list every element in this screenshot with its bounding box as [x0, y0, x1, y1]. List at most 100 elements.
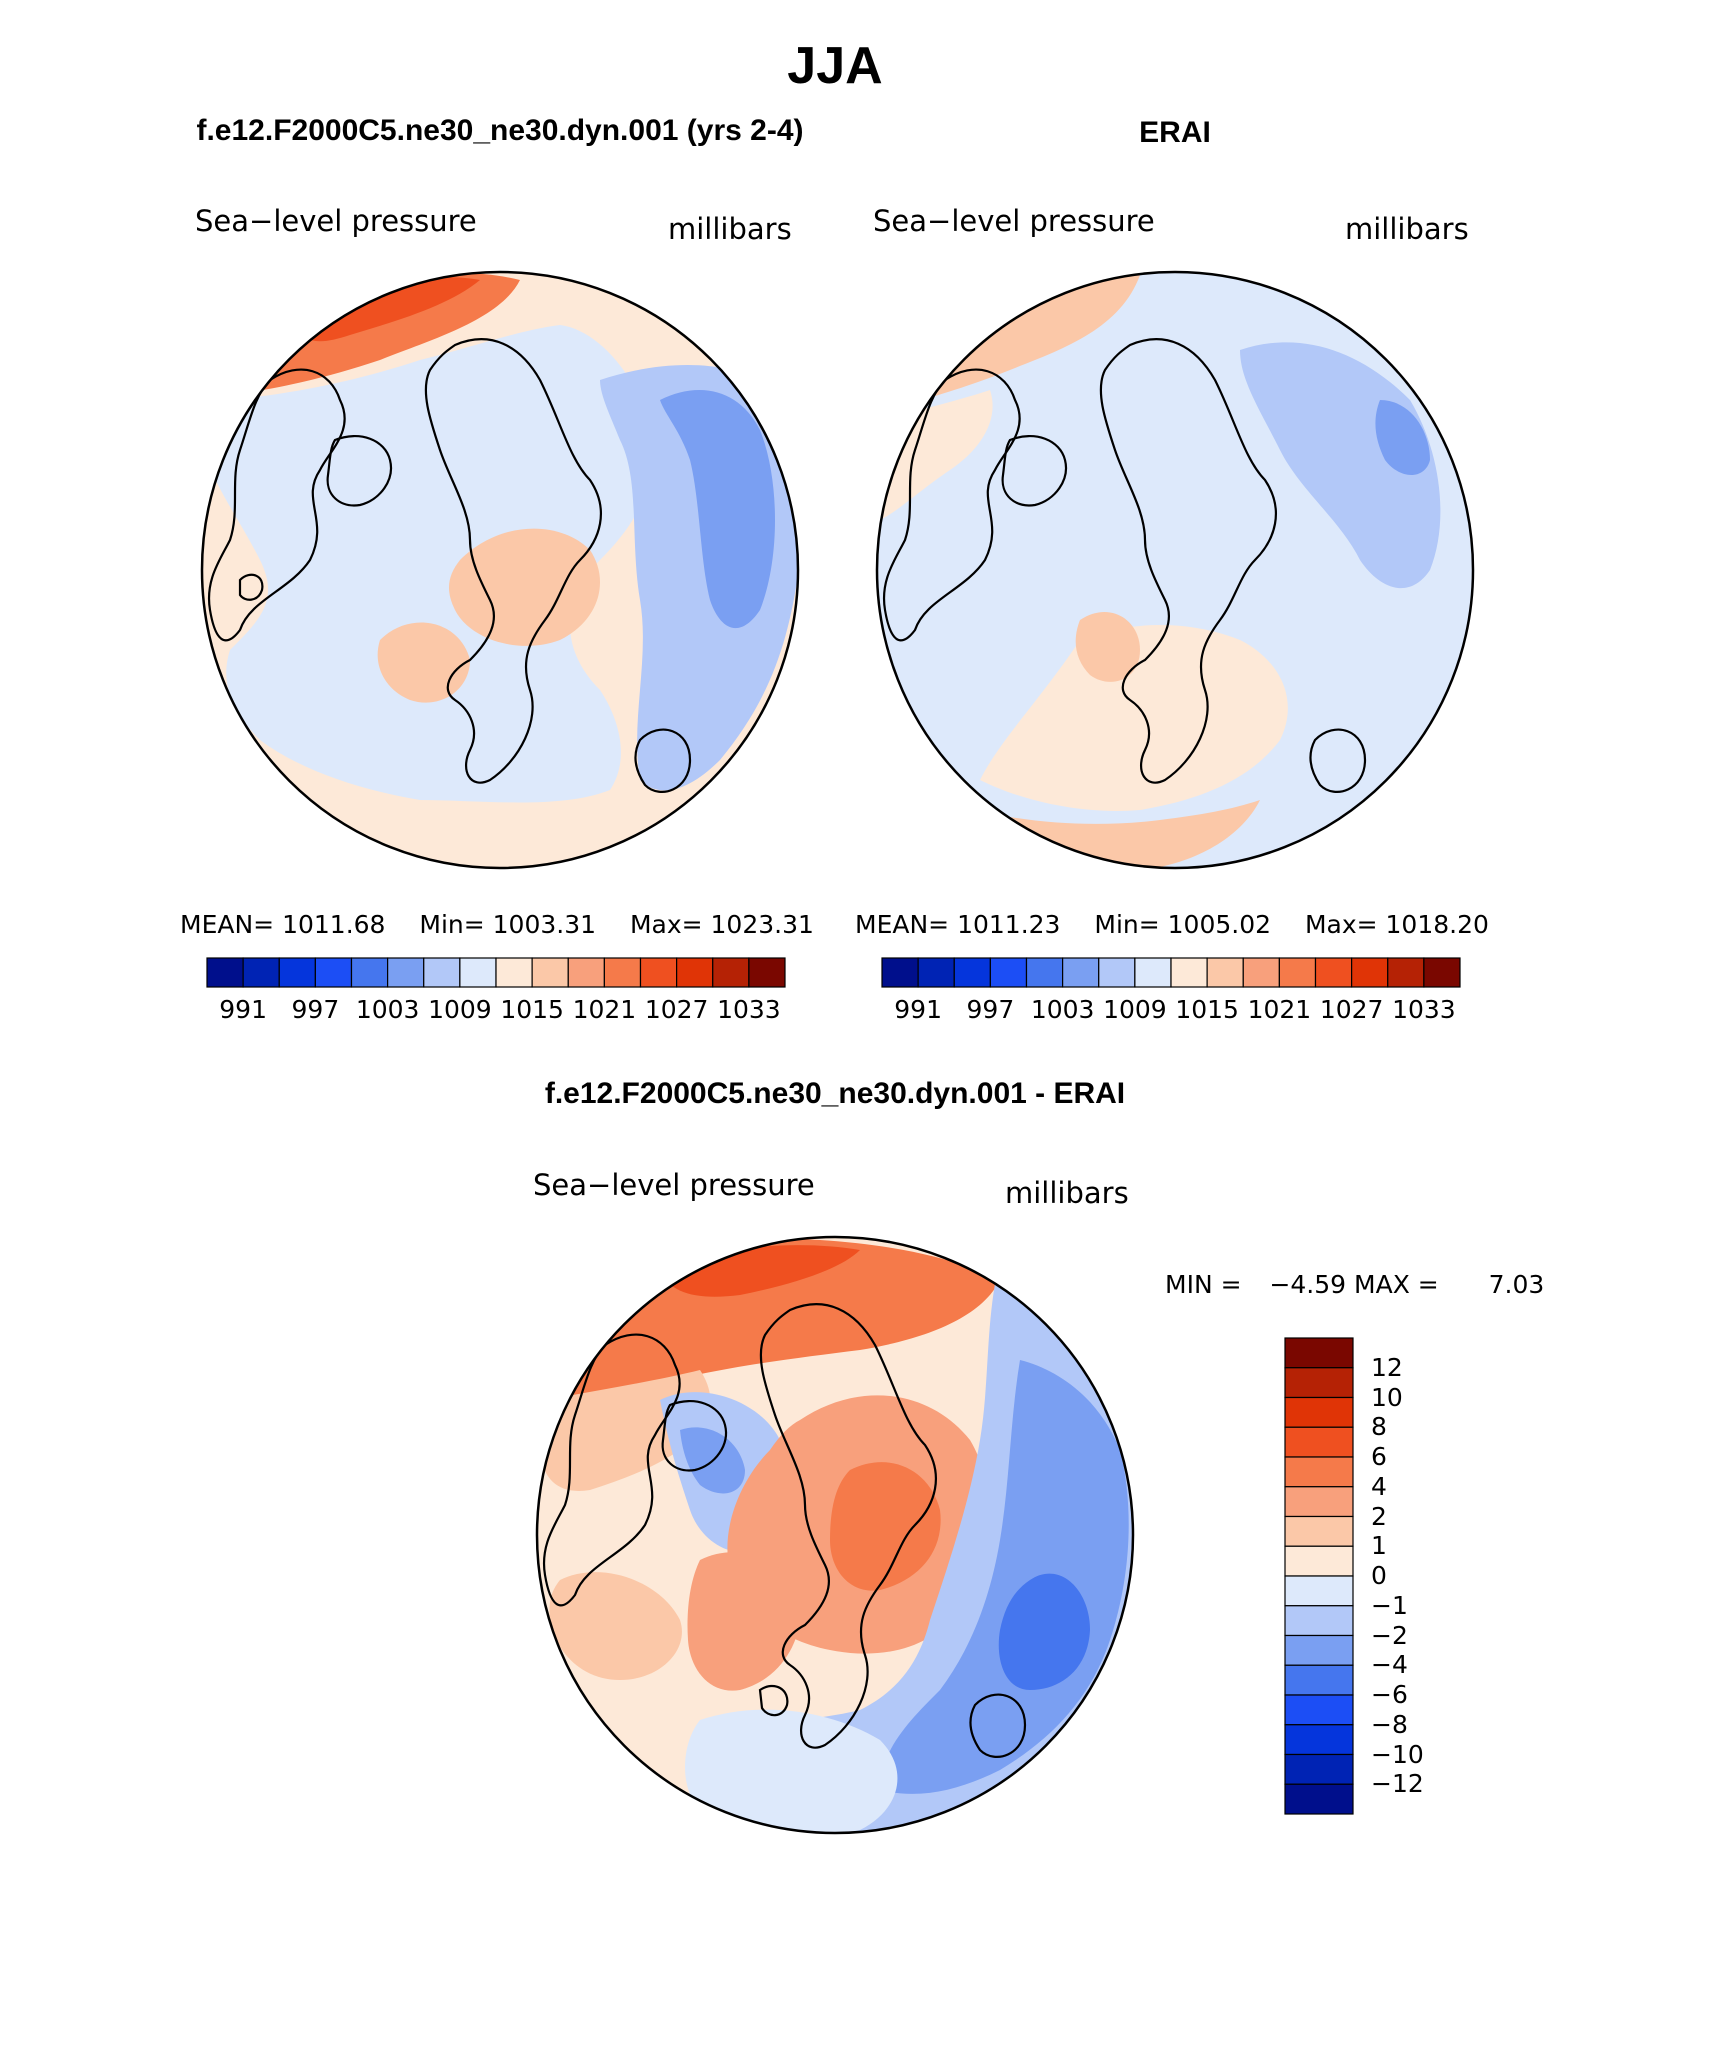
colorbar-swatch	[567, 957, 605, 988]
colorbar-tick-label: 1009	[428, 995, 492, 1024]
colorbar-tick-label: 10	[1371, 1382, 1403, 1412]
model-low-core	[660, 390, 775, 629]
colorbar-tick-label: 12	[1371, 1352, 1403, 1382]
diff-min-value: −4.59	[1269, 1270, 1347, 1299]
diff-map	[537, 1237, 1133, 1833]
model-panel-header: f.e12.F2000C5.ne30_ne30.dyn.001 (yrs 2-4…	[196, 114, 804, 147]
obs-colorbar	[881, 957, 1461, 988]
diff-high-alaska	[549, 1572, 682, 1680]
colorbar-swatch	[1062, 957, 1100, 988]
model-units-label: millibars	[668, 212, 792, 246]
colorbar-swatch	[1284, 1367, 1354, 1399]
model-min-value: 1003.31	[492, 910, 597, 939]
colorbar-swatch	[314, 957, 353, 988]
season-title: JJA	[787, 37, 883, 95]
colorbar-swatch	[603, 957, 642, 988]
diff-max-label: MAX =	[1354, 1270, 1439, 1299]
obs-mean-label: MEAN=	[855, 910, 950, 939]
colorbar-tick-label: 1003	[1030, 995, 1095, 1024]
colorbar-swatch	[1314, 957, 1353, 988]
colorbar-tick-label: 2	[1371, 1501, 1387, 1531]
colorbar-tick-label: −8	[1371, 1709, 1408, 1739]
colorbar-tick-label: 1003	[355, 995, 420, 1024]
diff-high-greenland	[687, 1552, 801, 1691]
diff-low-core-europe	[998, 1573, 1090, 1690]
colorbar-swatch	[953, 957, 991, 988]
colorbar-swatch	[1284, 1426, 1354, 1458]
colorbar-tick-label: −12	[1371, 1769, 1424, 1799]
obs-low-core	[1375, 400, 1430, 475]
diff-map-border	[535, 1235, 1135, 1835]
colorbar-tick-label: 6	[1371, 1442, 1387, 1471]
model-high-pacific	[230, 272, 520, 395]
diff-panel-header: f.e12.F2000C5.ne30_ne30.dyn.001 - ERAI	[544, 1077, 1126, 1110]
colorbar-tick-label: −6	[1371, 1680, 1408, 1709]
colorbar-tick-label: 1033	[1392, 995, 1456, 1024]
obs-high-greenland	[1075, 611, 1140, 682]
colorbar-tick-label: 1027	[1319, 995, 1384, 1024]
colorbar-tick-label: 991	[894, 995, 942, 1024]
colorbar-swatch	[1134, 957, 1172, 988]
colorbar-swatch	[1278, 957, 1317, 988]
colorbar-swatch	[1284, 1486, 1354, 1518]
obs-map	[877, 272, 1473, 868]
colorbar-swatch	[748, 957, 786, 988]
colorbar-swatch	[242, 957, 280, 988]
model-low-arctic	[205, 325, 653, 803]
colorbar-swatch	[1206, 957, 1244, 988]
model-map-border	[200, 270, 800, 870]
colorbar-swatch	[1284, 1605, 1354, 1637]
model-high-greenland	[448, 528, 600, 646]
model-max-value: 1023.31	[710, 910, 814, 939]
colorbar-swatch	[1387, 957, 1425, 988]
colorbar-swatch	[1284, 1337, 1354, 1369]
colorbar-swatch	[206, 957, 244, 988]
colorbar-swatch	[1284, 1545, 1354, 1577]
colorbar-tick-label: −4	[1371, 1650, 1408, 1680]
model-min-label: Min=	[419, 910, 485, 939]
obs-map-border	[875, 270, 1475, 870]
model-mean-value: 1011.68	[282, 910, 386, 939]
colorbar-tick-label: 997	[291, 995, 340, 1024]
colorbar-tick-label: 1	[1371, 1531, 1387, 1561]
obs-panel-header: ERAI	[1139, 116, 1211, 149]
obs-variable-label: Sea−level pressure	[873, 204, 1155, 238]
obs-max-label: Max=	[1304, 910, 1378, 939]
diff-max-value: 7.03	[1488, 1270, 1545, 1299]
diff-colorbar	[1284, 1337, 1354, 1815]
colorbar-swatch	[423, 957, 461, 988]
colorbar-tick-label: 1033	[717, 995, 781, 1024]
obs-mean-value: 1011.23	[957, 910, 1061, 939]
colorbar-tick-label: 991	[219, 995, 267, 1024]
colorbar-tick-label: 0	[1371, 1561, 1387, 1590]
colorbar-swatch	[676, 957, 714, 988]
diff-low-eurasia-inner	[880, 1360, 1129, 1794]
colorbar-swatch	[639, 957, 678, 988]
colorbar-tick-label: 997	[966, 995, 1015, 1024]
colorbar-swatch	[712, 957, 750, 988]
obs-max-value: 1018.20	[1385, 910, 1489, 939]
colorbar-swatch	[278, 957, 316, 988]
diff-low-atlantic	[685, 1709, 898, 1833]
colorbar-tick-label: 1015	[500, 995, 564, 1024]
colorbar-swatch	[495, 957, 533, 988]
colorbar-tick-label: 8	[1371, 1412, 1387, 1442]
colorbar-swatch	[387, 957, 425, 988]
model-stats: MEAN= 1011.68 Min= 1003.31 Max= 1023.31	[180, 910, 814, 939]
colorbar-swatch	[1284, 1783, 1354, 1815]
colorbar-swatch	[1025, 957, 1064, 988]
colorbar-swatch	[1284, 1456, 1354, 1488]
colorbar-swatch	[917, 957, 955, 988]
colorbar-swatch	[1170, 957, 1208, 988]
colorbar-tick-label: −10	[1371, 1739, 1424, 1769]
colorbar-swatch	[350, 957, 389, 988]
model-high-center	[377, 622, 470, 703]
model-variable-label: Sea−level pressure	[195, 204, 477, 238]
colorbar-swatch	[1098, 957, 1136, 988]
colorbar-swatch	[1284, 1694, 1354, 1726]
colorbar-swatch	[1242, 957, 1280, 988]
colorbar-tick-label: −2	[1371, 1620, 1408, 1650]
colorbar-swatch	[1284, 1724, 1354, 1756]
diff-stats: MIN = −4.59 MAX = 7.03	[1165, 1270, 1544, 1299]
colorbar-swatch	[459, 957, 497, 988]
